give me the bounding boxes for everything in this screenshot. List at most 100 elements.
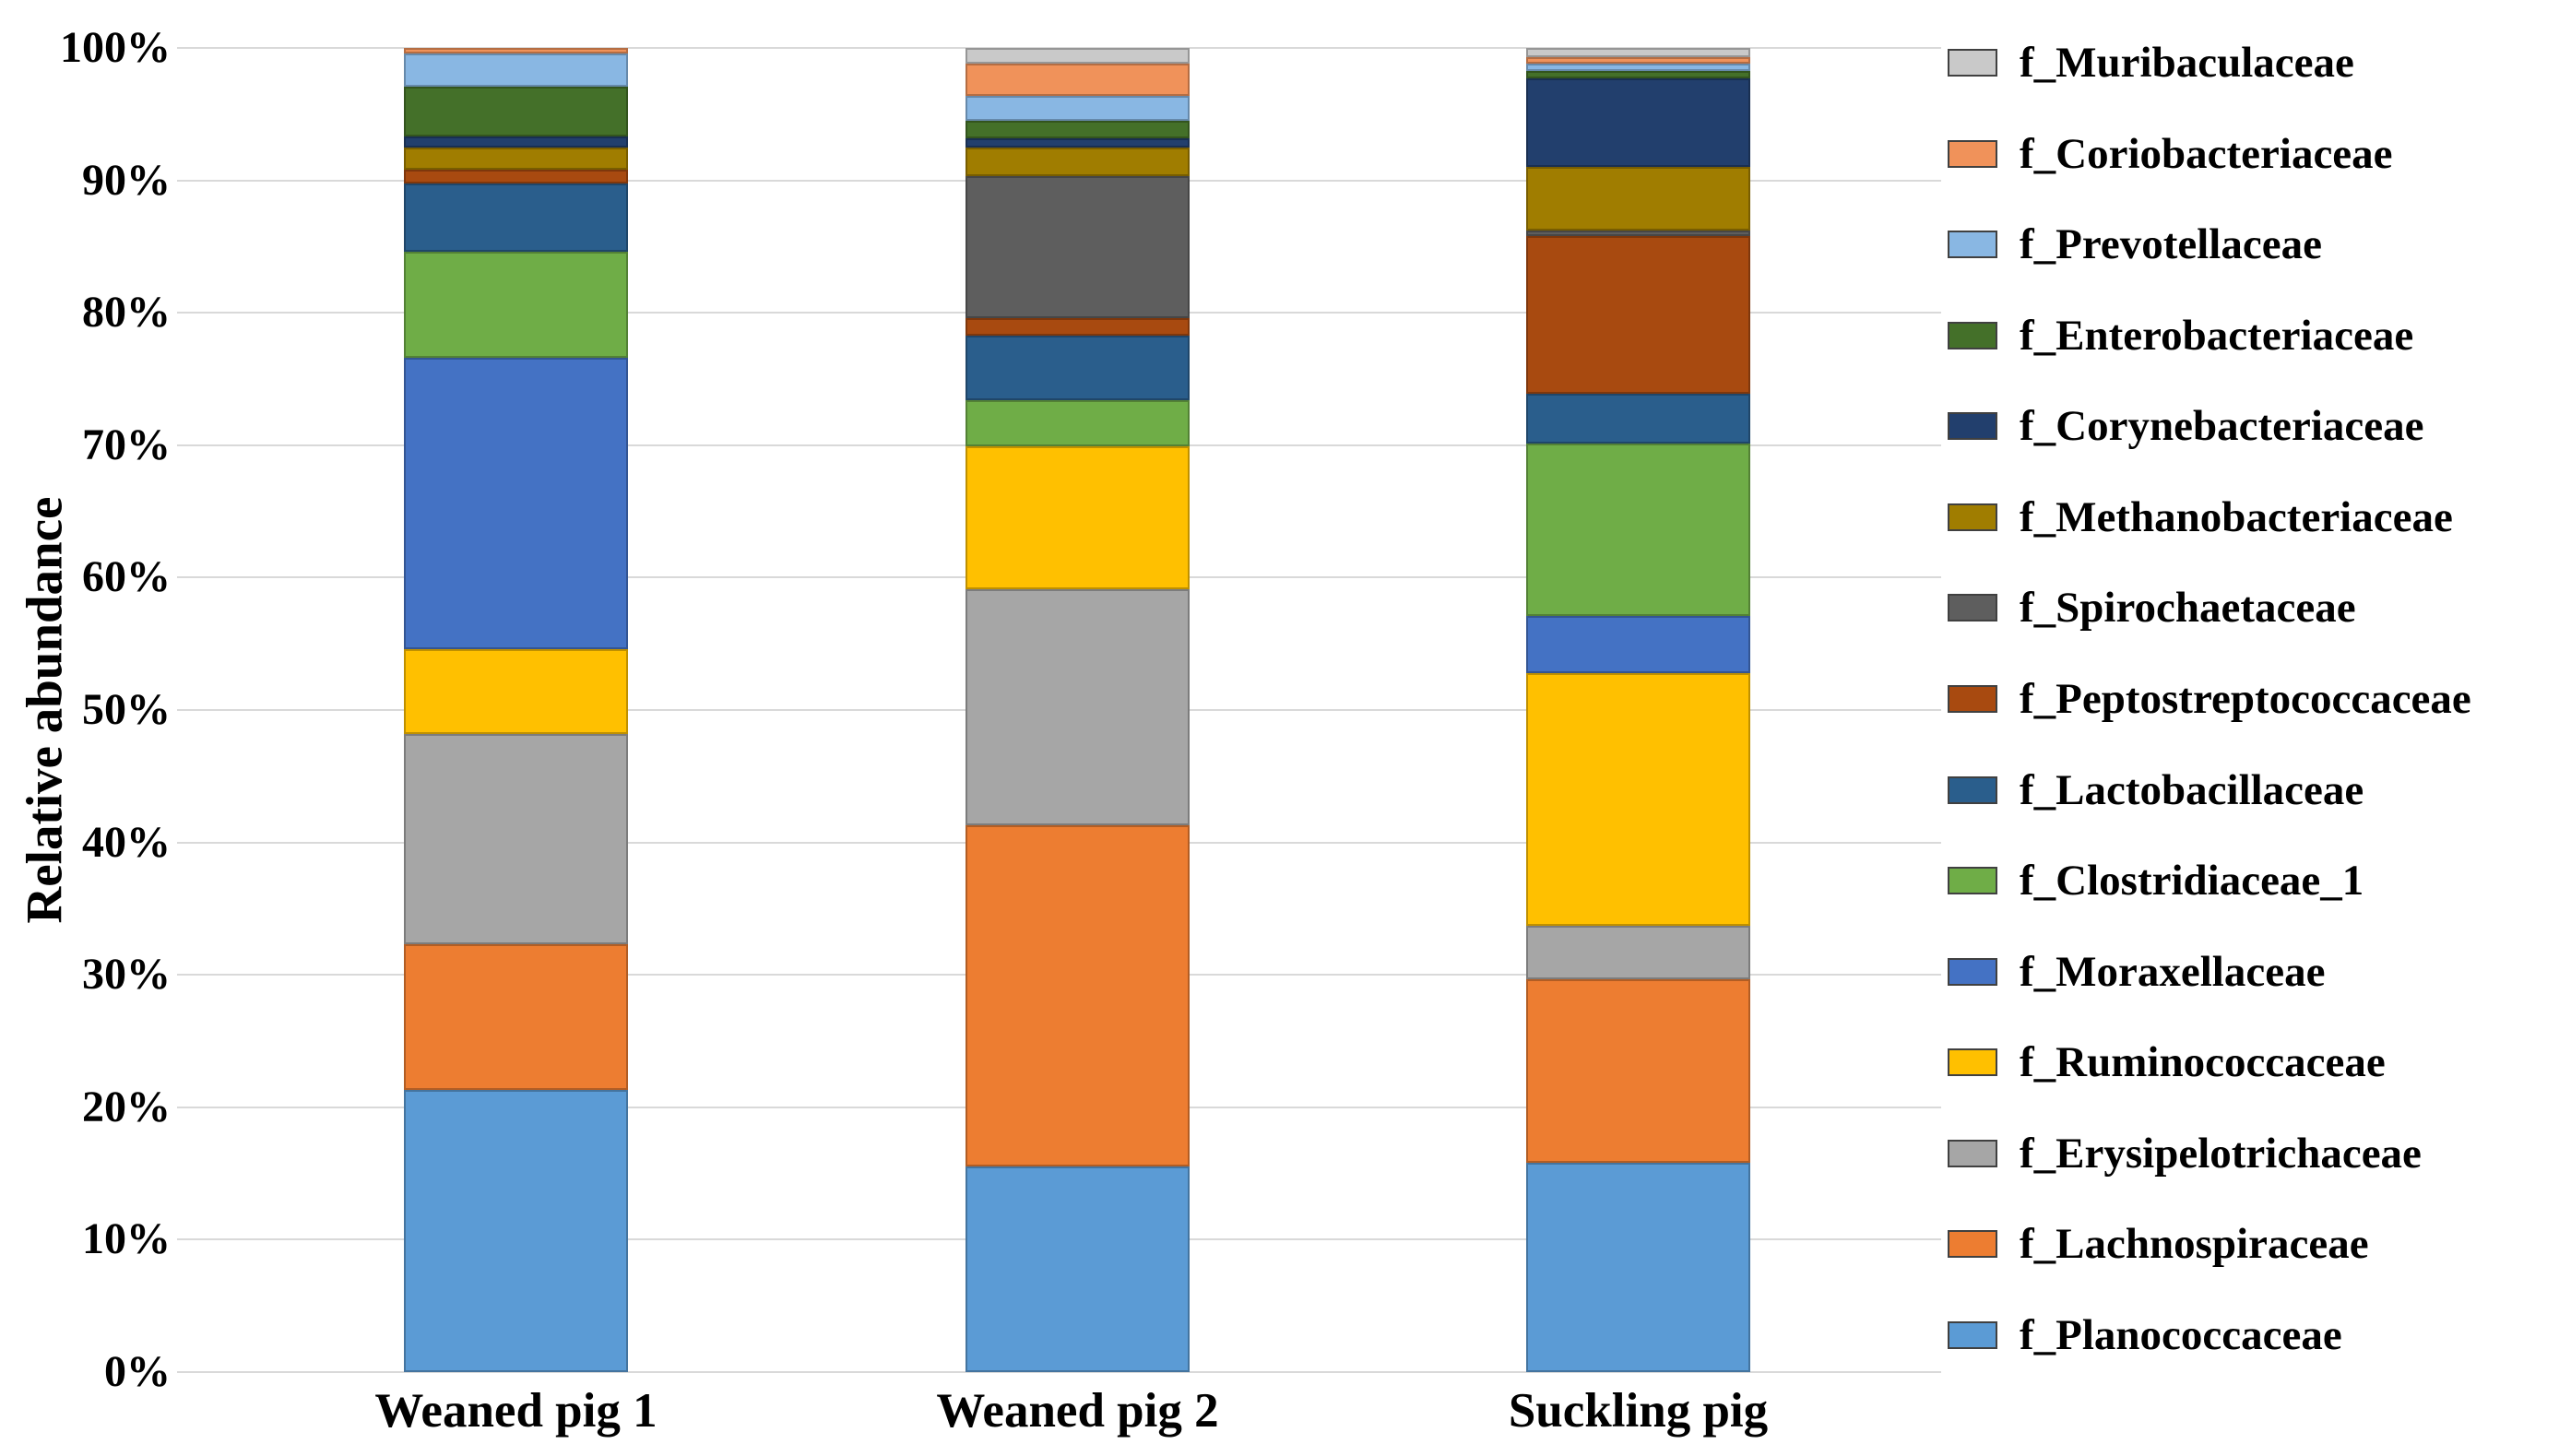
legend-label-corynebacteriaceae: f_Corynebacteriaceae: [2020, 402, 2424, 451]
legend-item-clostridiaceae_1: f_Clostridiaceae_1: [1948, 853, 2364, 908]
y-tick-label-100: 100%: [60, 23, 171, 72]
y-tick-label-50: 50%: [82, 685, 171, 734]
y-tick-label-30: 30%: [82, 950, 171, 1000]
bar-segment-coriobacteriaceae: [1526, 57, 1750, 65]
legend-swatch-corynebacteriaceae: [1948, 412, 1997, 441]
bar-segment-coriobacteriaceae: [966, 64, 1190, 96]
bar-segment-lachnospiraceae: [1526, 978, 1750, 1164]
bar-segment-lactobacillaceae: [1526, 393, 1750, 444]
legend-swatch-muribaculaceae: [1948, 49, 1997, 77]
legend-item-peptostreptococcaceae: f_Peptostreptococcaceae: [1948, 671, 2471, 727]
bar-segment-enterobacteriaceae: [1526, 70, 1750, 79]
legend-item-ruminococcaceae: f_Ruminococcaceae: [1948, 1035, 2386, 1090]
bar-segment-enterobacteriaceae: [404, 86, 628, 137]
bar-segment-planococcaceae: [1526, 1163, 1750, 1372]
x-category-label-suckling-pig: Suckling pig: [1508, 1384, 1769, 1438]
legend-swatch-lactobacillaceae: [1948, 775, 1997, 804]
legend-item-erysipelotrichaceae: f_Erysipelotrichaceae: [1948, 1126, 2422, 1181]
bar-segment-lachnospiraceae: [404, 944, 628, 1091]
y-tick-label-20: 20%: [82, 1082, 171, 1131]
legend-swatch-clostridiaceae_1: [1948, 867, 1997, 895]
bar-segment-erysipelotrichaceae: [1526, 926, 1750, 979]
bar-segment-ruminococcaceae: [1526, 672, 1750, 927]
legend-label-spirochaetaceae: f_Spirochaetaceae: [2020, 584, 2356, 633]
legend-swatch-moraxellaceae: [1948, 957, 1997, 986]
legend-item-enterobacteriaceae: f_Enterobacteriaceae: [1948, 308, 2413, 363]
bar-segment-peptostreptococcaceae: [404, 170, 628, 183]
legend-label-lactobacillaceae: f_Lactobacillaceae: [2020, 765, 2364, 814]
legend-item-coriobacteriaceae: f_Coriobacteriaceae: [1948, 126, 2393, 182]
legend-swatch-spirochaetaceae: [1948, 594, 1997, 622]
legend-item-spirochaetaceae: f_Spirochaetaceae: [1948, 580, 2356, 635]
bar-segment-corynebacteriaceae: [1526, 78, 1750, 168]
bar-segment-peptostreptococcaceae: [966, 318, 1190, 336]
legend-label-ruminococcaceae: f_Ruminococcaceae: [2020, 1038, 2386, 1087]
bar-segment-methanobacteriaceae: [404, 147, 628, 171]
bar-segment-planococcaceae: [404, 1090, 628, 1372]
legend-item-corynebacteriaceae: f_Corynebacteriaceae: [1948, 398, 2423, 454]
legend-swatch-methanobacteriaceae: [1948, 503, 1997, 531]
legend-label-erysipelotrichaceae: f_Erysipelotrichaceae: [2020, 1129, 2422, 1178]
chart-legend: f_Muribaculaceae f_Coriobacteriaceae f_Pre…: [1948, 0, 2556, 1456]
bar-segment-erysipelotrichaceae: [966, 589, 1190, 825]
bar-segment-peptostreptococcaceae: [1526, 235, 1750, 394]
y-tick-label-90: 90%: [82, 155, 171, 205]
stacked-bar-weaned-pig-2: [966, 48, 1190, 1372]
bar-segment-lactobacillaceae: [404, 183, 628, 253]
legend-swatch-lachnospiraceae: [1948, 1230, 1997, 1259]
bar-segment-erysipelotrichaceae: [404, 733, 628, 945]
bar-segment-prevotellaceae: [1526, 64, 1750, 71]
legend-label-clostridiaceae_1: f_Clostridiaceae_1: [2020, 857, 2364, 906]
bar-segment-prevotellaceae: [966, 95, 1190, 122]
bar-segment-moraxellaceae: [1526, 616, 1750, 673]
legend-swatch-enterobacteriaceae: [1948, 321, 1997, 349]
legend-swatch-peptostreptococcaceae: [1948, 684, 1997, 713]
legend-label-peptostreptococcaceae: f_Peptostreptococcaceae: [2020, 674, 2471, 723]
bar-segment-clostridiaceae_1: [404, 252, 628, 359]
bar-segment-corynebacteriaceae: [966, 137, 1190, 148]
y-tick-label-40: 40%: [82, 817, 171, 867]
bar-segment-prevotellaceae: [404, 53, 628, 87]
y-tick-label-0: 0%: [104, 1347, 171, 1396]
bar-segment-moraxellaceae: [404, 358, 628, 649]
y-tick-label-80: 80%: [82, 288, 171, 337]
legend-item-lachnospiraceae: f_Lachnospiraceae: [1948, 1216, 2369, 1272]
legend-item-moraxellaceae: f_Moraxellaceae: [1948, 944, 2325, 1000]
gridline-100pct: [177, 47, 1941, 49]
stacked-bar-weaned-pig-1: [404, 48, 628, 1372]
bar-segment-clostridiaceae_1: [1526, 444, 1750, 617]
bar-segment-coriobacteriaceae: [404, 48, 628, 53]
bar-segment-clostridiaceae_1: [966, 400, 1190, 447]
y-tick-label-60: 60%: [82, 552, 171, 602]
bar-segment-spirochaetaceae: [966, 176, 1190, 318]
y-tick-label-70: 70%: [82, 420, 171, 469]
legend-item-planococcaceae: f_Planococcaceae: [1948, 1308, 2342, 1363]
y-tick-label-10: 10%: [82, 1214, 171, 1264]
bar-segment-spirochaetaceae: [1526, 231, 1750, 236]
bar-segment-corynebacteriaceae: [404, 136, 628, 148]
legend-item-lactobacillaceae: f_Lactobacillaceae: [1948, 763, 2364, 818]
bar-segment-lactobacillaceae: [966, 335, 1190, 401]
legend-item-methanobacteriaceae: f_Methanobacteriaceae: [1948, 490, 2453, 545]
legend-swatch-coriobacteriaceae: [1948, 139, 1997, 168]
bar-segment-enterobacteriaceae: [966, 121, 1190, 138]
bar-segment-methanobacteriaceae: [966, 147, 1190, 177]
legend-label-methanobacteriaceae: f_Methanobacteriaceae: [2020, 492, 2453, 541]
legend-swatch-planococcaceae: [1948, 1320, 1997, 1349]
legend-label-planococcaceae: f_Planococcaceae: [2020, 1310, 2342, 1359]
plot-area: [177, 47, 1941, 1373]
x-category-label-weaned-pig-1: Weaned pig 1: [374, 1384, 658, 1438]
legend-label-coriobacteriaceae: f_Coriobacteriaceae: [2020, 129, 2393, 178]
legend-swatch-prevotellaceae: [1948, 231, 1997, 259]
bar-segment-ruminococcaceae: [966, 446, 1190, 590]
legend-label-muribaculaceae: f_Muribaculaceae: [2020, 39, 2354, 87]
legend-label-lachnospiraceae: f_Lachnospiraceae: [2020, 1220, 2369, 1269]
bar-segment-methanobacteriaceae: [1526, 167, 1750, 231]
bar-segment-lachnospiraceae: [966, 824, 1190, 1167]
x-category-label-weaned-pig-2: Weaned pig 2: [936, 1384, 1219, 1438]
gridline-0pct: [177, 1371, 1941, 1373]
bar-segment-planococcaceae: [966, 1166, 1190, 1372]
legend-swatch-ruminococcaceae: [1948, 1048, 1997, 1077]
legend-label-moraxellaceae: f_Moraxellaceae: [2020, 947, 2326, 996]
